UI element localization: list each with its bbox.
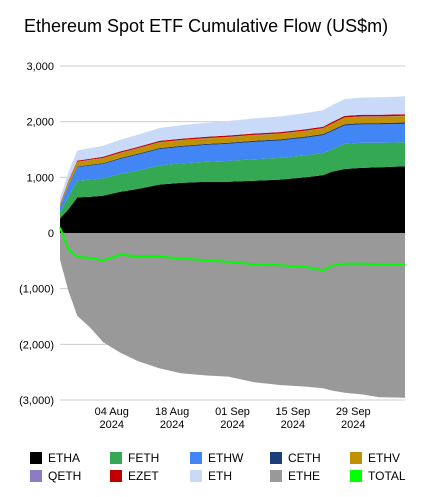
x-tick-label: 2024 bbox=[281, 419, 305, 431]
y-tick-label: 0 bbox=[48, 228, 54, 240]
legend-swatch bbox=[270, 452, 282, 464]
area-feth bbox=[60, 142, 405, 219]
legend: ETHA FETH ETHW CETH ETHV QETH EZET ETH ETHE TOTAL bbox=[30, 451, 406, 483]
legend-swatch bbox=[30, 452, 42, 464]
y-tick-label: 3,000 bbox=[26, 61, 54, 73]
legend-label: CETH bbox=[288, 451, 321, 465]
x-tick-label: 2024 bbox=[341, 419, 365, 431]
legend-label: QETH bbox=[48, 469, 81, 483]
x-tick-label: 15 Sep bbox=[275, 406, 310, 418]
chart-title: Ethereum Spot ETF Cumulative Flow (US$m) bbox=[24, 16, 388, 36]
legend-swatch bbox=[30, 470, 42, 482]
legend-swatch bbox=[350, 452, 362, 464]
x-tick-label: 04 Aug bbox=[95, 406, 129, 418]
y-tick-label: 2,000 bbox=[26, 117, 54, 129]
x-tick-label: 2024 bbox=[100, 419, 124, 431]
legend-label: TOTAL bbox=[368, 469, 406, 483]
legend-label: FETH bbox=[128, 451, 159, 465]
x-tick-label: 01 Sep bbox=[215, 406, 250, 418]
legend-label: EZET bbox=[128, 469, 159, 483]
total-line-layer bbox=[59, 227, 405, 272]
area-eth bbox=[60, 96, 405, 204]
y-axis: 3,000 2,000 1,000 0 (1,000) (2,000) (3,000) bbox=[19, 61, 54, 407]
x-tick-label: 2024 bbox=[160, 419, 184, 431]
legend-swatch bbox=[110, 470, 122, 482]
y-tick-label: (2,000) bbox=[19, 339, 54, 351]
legend-label: ETHA bbox=[48, 451, 80, 465]
y-tick-label: (3,000) bbox=[19, 395, 54, 407]
legend-swatch bbox=[190, 452, 202, 464]
plot-area bbox=[60, 96, 405, 398]
x-tick-label: 29 Sep bbox=[336, 406, 371, 418]
legend-swatch bbox=[350, 470, 362, 482]
area-etha bbox=[60, 166, 405, 233]
x-tick-label: 2024 bbox=[220, 419, 244, 431]
legend-swatch bbox=[190, 470, 202, 482]
legend-label: ETHV bbox=[368, 451, 400, 465]
x-tick-label: 18 Aug bbox=[155, 406, 189, 418]
area-ethw bbox=[60, 123, 405, 213]
legend-swatch bbox=[270, 470, 282, 482]
legend-label: ETHE bbox=[288, 469, 320, 483]
y-tick-label: 1,000 bbox=[26, 172, 54, 184]
legend-label: ETHW bbox=[208, 451, 244, 465]
legend-label: ETH bbox=[208, 469, 232, 483]
y-tick-label: (1,000) bbox=[19, 284, 54, 296]
legend-swatch bbox=[110, 452, 122, 464]
area-ethe bbox=[60, 233, 405, 398]
line-total bbox=[59, 227, 405, 272]
